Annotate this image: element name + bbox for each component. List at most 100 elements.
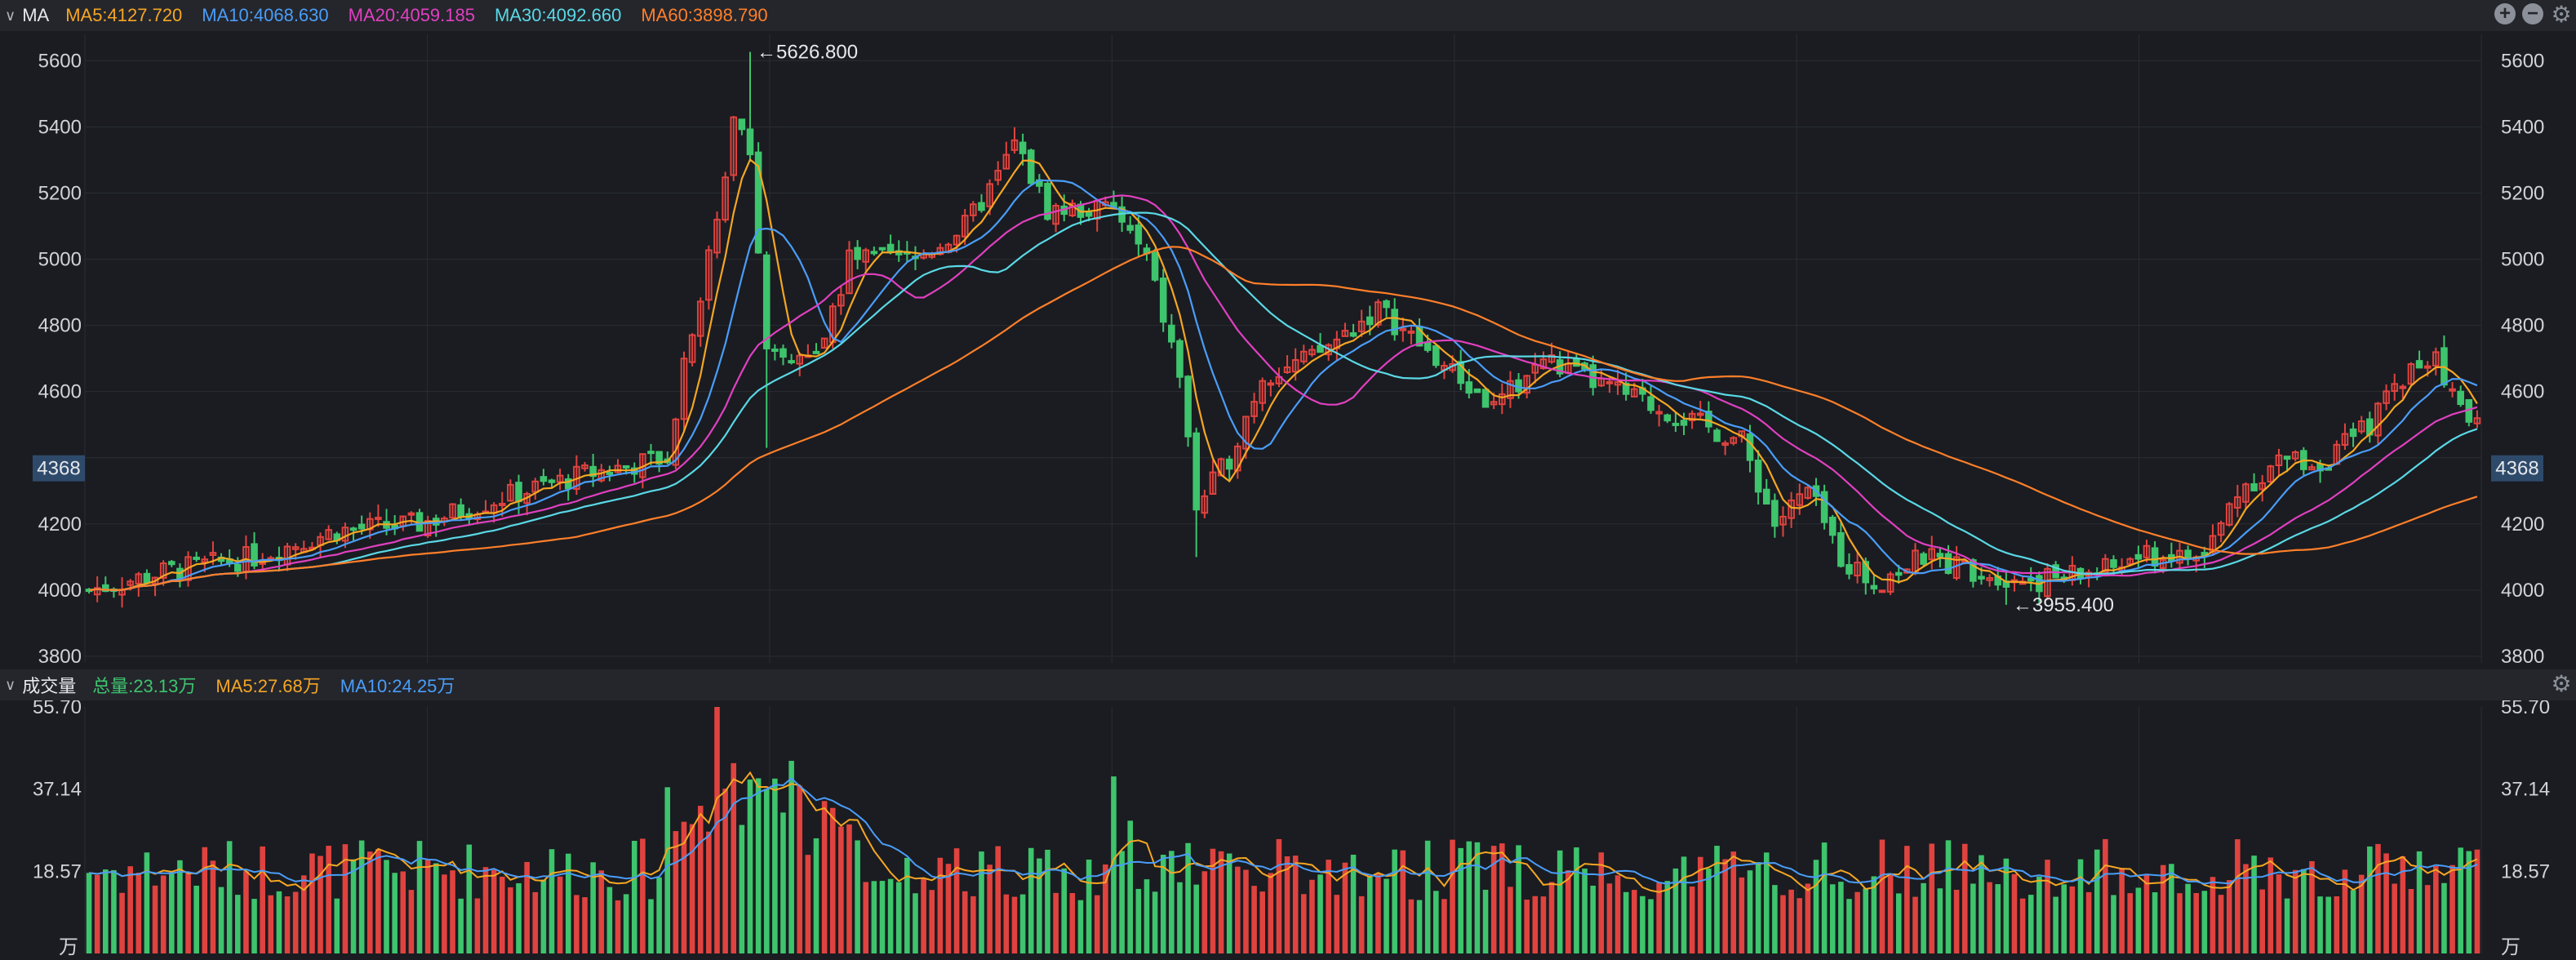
candle-body bbox=[1779, 515, 1787, 526]
settings-gear-icon[interactable]: ⚙ bbox=[2551, 2, 2572, 27]
candle-body bbox=[2449, 388, 2456, 392]
volume-bar bbox=[1945, 840, 1952, 953]
candle-body bbox=[1481, 389, 1490, 408]
volume-bar bbox=[780, 812, 786, 953]
volume-bar bbox=[664, 787, 671, 953]
price-tick-label-right: 5000 bbox=[2501, 249, 2544, 271]
candle-body bbox=[531, 480, 540, 493]
candle-body bbox=[2341, 433, 2349, 447]
candle-body bbox=[1680, 420, 1688, 426]
volume-bar bbox=[400, 871, 406, 953]
candle-body bbox=[1168, 324, 1175, 343]
volume-bar bbox=[185, 873, 191, 953]
candle-body bbox=[1317, 344, 1324, 353]
candle-body bbox=[1688, 412, 1696, 421]
candle-body bbox=[820, 337, 828, 349]
collapse-volume-chevron-icon[interactable]: ∨ bbox=[5, 676, 16, 693]
main-indicator-bar: ∨ MA MA5:4127.720 MA10:4068.630 MA20:405… bbox=[0, 0, 2576, 31]
candle-body bbox=[449, 503, 456, 519]
candle-body bbox=[722, 176, 729, 221]
collapse-chevron-icon[interactable]: ∨ bbox=[5, 7, 16, 24]
price-tick-label-right: 5200 bbox=[2501, 183, 2544, 205]
volume-bar bbox=[169, 872, 175, 953]
volume-bar bbox=[879, 881, 886, 953]
candle-body bbox=[1383, 300, 1390, 309]
volume-bar bbox=[2111, 895, 2116, 953]
candle-body bbox=[1027, 149, 1035, 184]
candle-body bbox=[1052, 204, 1059, 225]
volume-bar bbox=[863, 882, 869, 953]
candle-body bbox=[2457, 390, 2464, 406]
candle-body bbox=[1291, 358, 1299, 373]
volume-ma5-indicator: MA5:27.68万 bbox=[215, 676, 321, 696]
volume-bar bbox=[913, 893, 918, 953]
volume-bar bbox=[103, 869, 109, 953]
volume-bar bbox=[1574, 847, 1579, 953]
volume-bar bbox=[838, 826, 844, 953]
volume-bar bbox=[937, 857, 944, 953]
candle-body bbox=[2242, 483, 2250, 503]
candle-body bbox=[540, 476, 548, 482]
extreme-price-annotation: ←3955.400 bbox=[2013, 594, 2114, 616]
add-indicator-icon[interactable]: + bbox=[2494, 3, 2516, 24]
volume-bar bbox=[1722, 859, 1728, 953]
volume-bar bbox=[2235, 839, 2241, 953]
volume-bar bbox=[135, 873, 142, 953]
candle-body bbox=[2110, 559, 2117, 568]
volume-settings-gear-icon[interactable]: ⚙ bbox=[2551, 671, 2572, 696]
remove-indicator-icon[interactable]: − bbox=[2522, 3, 2543, 24]
volume-bar bbox=[1169, 851, 1175, 953]
volume-bar bbox=[590, 862, 596, 953]
volume-total-indicator: 总量:23.13万 bbox=[92, 676, 197, 696]
volume-bar bbox=[1474, 842, 1481, 953]
candle-body bbox=[1341, 330, 1349, 337]
volume-bar bbox=[1193, 884, 1199, 953]
candle-body bbox=[251, 543, 258, 567]
candle-body bbox=[2308, 466, 2316, 471]
candle-body bbox=[2134, 553, 2143, 560]
volume-bar bbox=[979, 851, 984, 953]
candle-body bbox=[2349, 428, 2357, 438]
volume-bar bbox=[210, 860, 216, 953]
volume-bar bbox=[763, 789, 770, 953]
volume-bar bbox=[582, 897, 588, 953]
volume-bar bbox=[160, 875, 167, 953]
volume-bar bbox=[706, 831, 712, 953]
volume-bar bbox=[987, 864, 993, 953]
volume-bar bbox=[1433, 891, 1439, 953]
current-price-tag-right bbox=[2491, 455, 2543, 482]
volume-bar bbox=[1185, 842, 1191, 953]
candle-body bbox=[581, 464, 588, 469]
volume-bar bbox=[1482, 889, 1489, 953]
volume-bar bbox=[2169, 864, 2174, 953]
volume-bar bbox=[2383, 853, 2389, 953]
candle-body bbox=[597, 469, 606, 482]
volume-bar bbox=[1846, 899, 1852, 953]
volume-ma10-indicator: MA10:24.25万 bbox=[340, 676, 455, 696]
candle-body bbox=[1068, 202, 1077, 216]
volume-panel-title[interactable]: 成交量 bbox=[22, 676, 77, 696]
volume-bar bbox=[2119, 868, 2125, 953]
volume-bar bbox=[309, 853, 315, 953]
candle-body bbox=[961, 215, 969, 238]
candle-body bbox=[184, 556, 192, 581]
candle-body bbox=[2283, 456, 2291, 460]
candle-body bbox=[1423, 342, 1432, 351]
volume-bar bbox=[1466, 841, 1472, 953]
price-tick-label: 5000 bbox=[38, 249, 82, 271]
volume-bar bbox=[697, 806, 704, 953]
volume-bar bbox=[2127, 893, 2134, 953]
volume-bar bbox=[1383, 878, 1389, 953]
volume-bar bbox=[366, 851, 373, 953]
volume-bar bbox=[2036, 876, 2042, 953]
main-panel-title[interactable]: MA bbox=[22, 5, 50, 25]
candle-body bbox=[209, 552, 217, 556]
volume-tick-label: 18.57 bbox=[33, 860, 82, 882]
candle-body bbox=[424, 520, 432, 536]
volume-bar bbox=[318, 856, 323, 953]
volume-bar bbox=[904, 857, 910, 953]
volume-bar bbox=[788, 761, 794, 953]
candle-body bbox=[1184, 376, 1192, 438]
candle-body bbox=[457, 504, 464, 518]
